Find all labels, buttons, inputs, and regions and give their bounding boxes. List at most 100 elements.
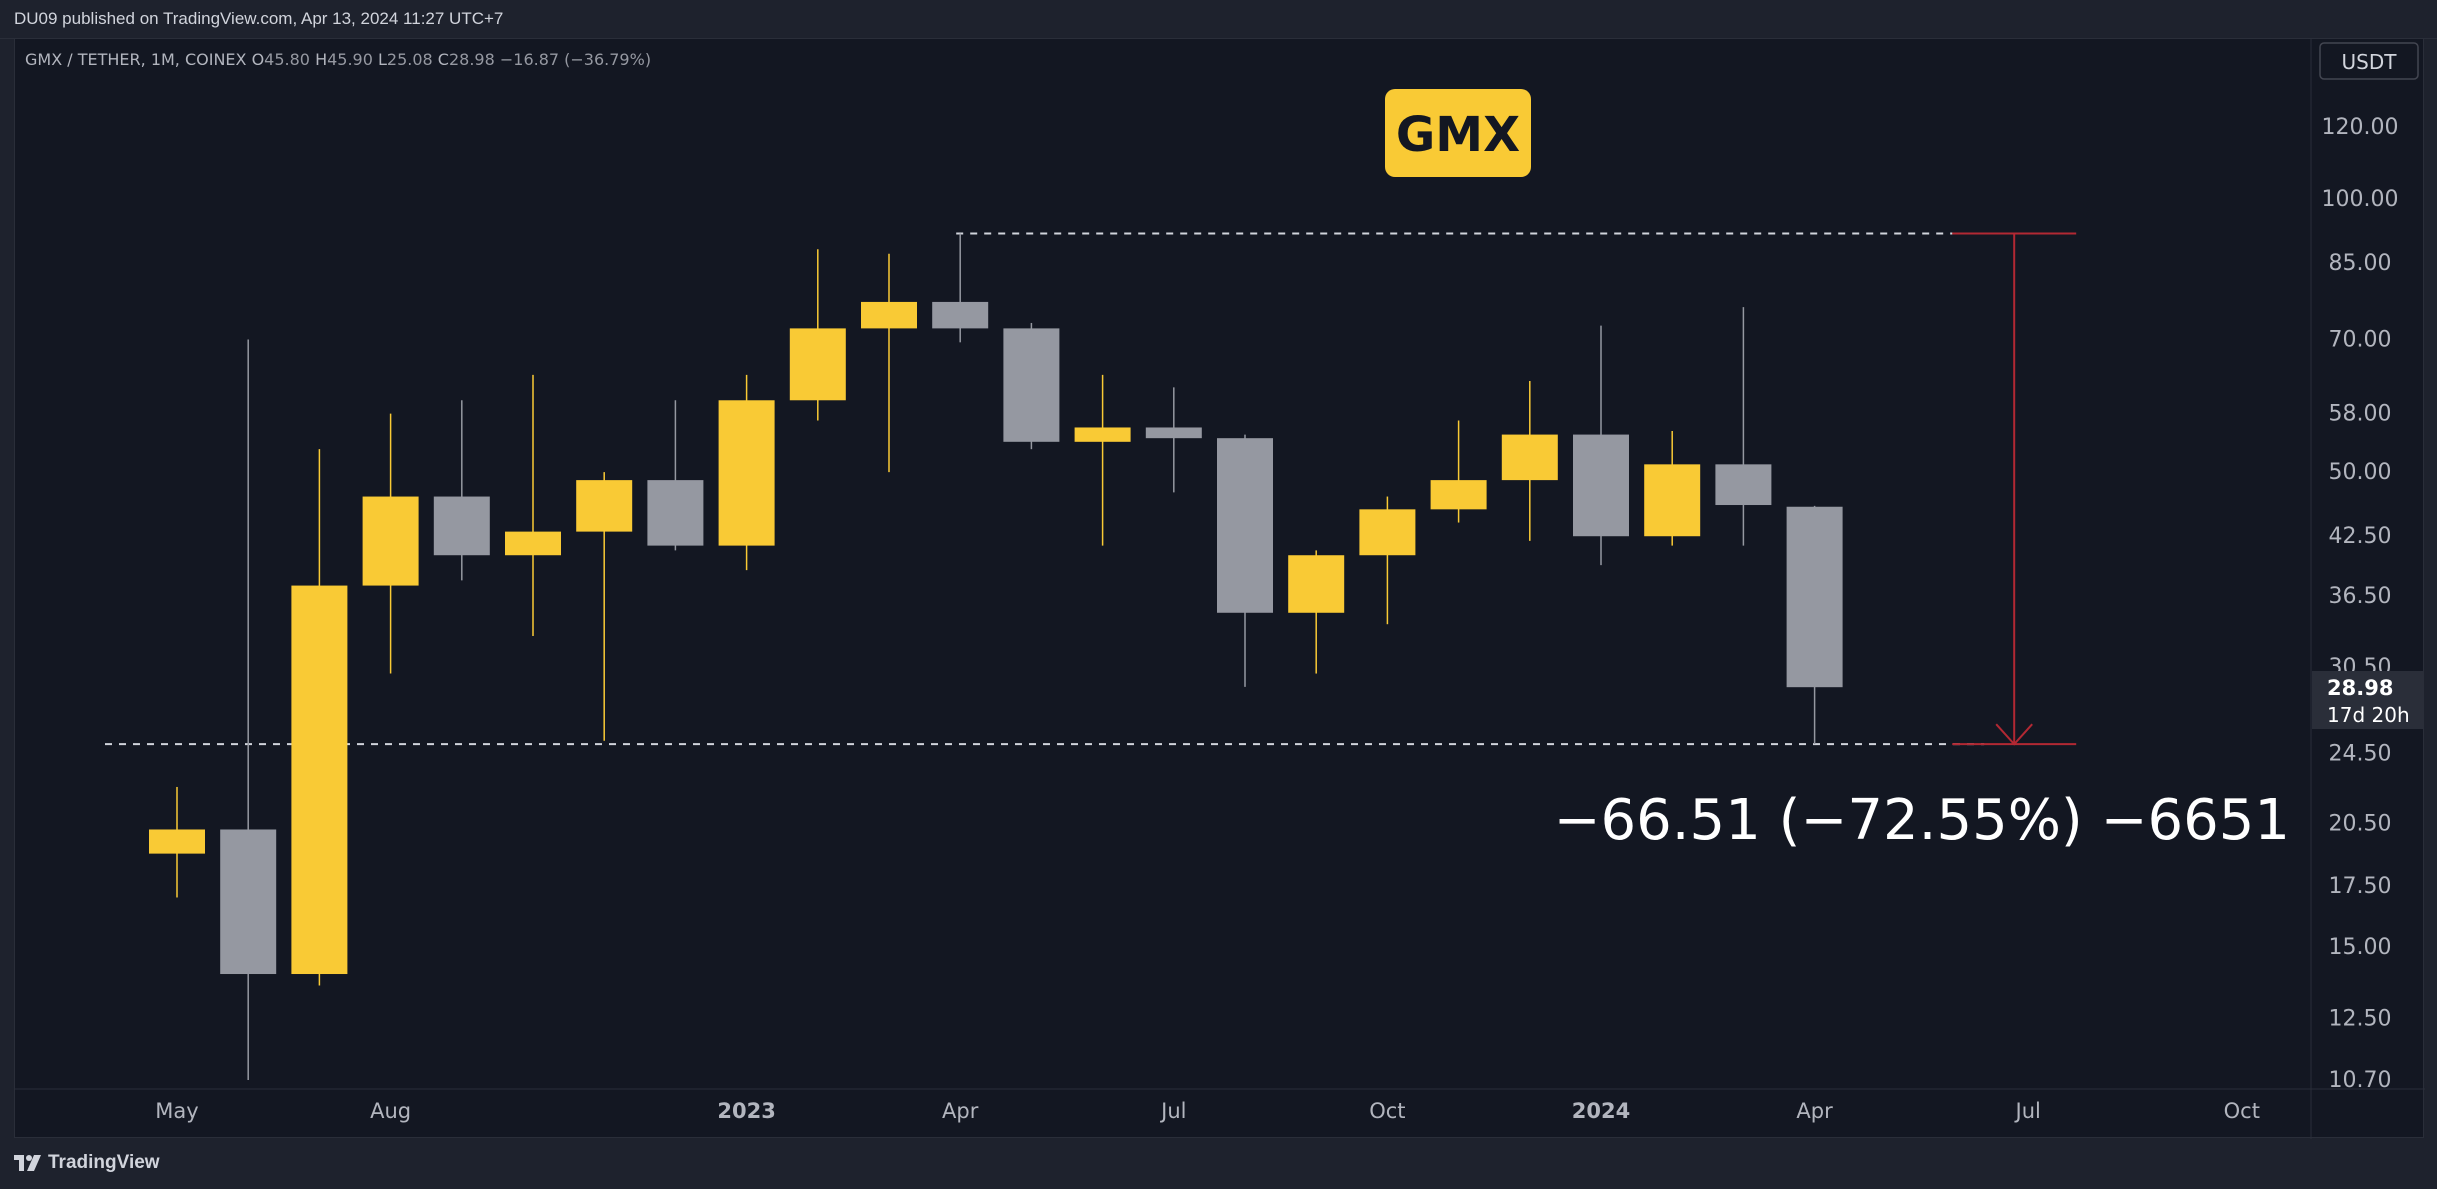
candle-body[interactable] [576, 480, 633, 532]
candle[interactable] [1715, 307, 1772, 546]
symbol-info-part: L [378, 50, 387, 69]
publish-header: DU09 published on TradingView.com, Apr 1… [0, 0, 2437, 39]
bar-countdown: 17d 20h [2327, 703, 2410, 727]
symbol-info-part: 45.90 [327, 50, 378, 69]
price-tick-label: 36.50 [2329, 584, 2392, 609]
candle[interactable] [861, 253, 917, 473]
candle[interactable] [1501, 381, 1558, 541]
candle[interactable] [220, 339, 277, 1080]
symbol-info-part: 25.08 [387, 50, 438, 69]
candle[interactable] [1644, 431, 1701, 546]
time-tick-label: Jul [2014, 1099, 2041, 1123]
symbol-info-part: O [252, 50, 265, 69]
candle[interactable] [1430, 420, 1487, 523]
candle[interactable] [1145, 387, 1202, 493]
candle-body[interactable] [1786, 506, 1843, 688]
symbol-info-part: GMX / TETHER, 1M, COINEX [25, 50, 252, 69]
candle[interactable] [362, 413, 419, 674]
time-tick-label: Jul [1159, 1099, 1186, 1123]
time-tick-label: Apr [942, 1099, 979, 1123]
ticker-badge[interactable] [1385, 89, 1531, 177]
candle-body[interactable] [433, 496, 490, 556]
candle-body[interactable] [932, 301, 989, 329]
candle-body[interactable] [1288, 555, 1345, 613]
candlestick-chart[interactable]: 120.00 100.00 85.00 70.00 58.00 50.00 42.50 36.… [15, 39, 2425, 1139]
tradingview-brand[interactable]: TradingView [48, 1152, 160, 1173]
candle[interactable] [1786, 505, 1843, 745]
candle[interactable] [718, 374, 775, 571]
candle[interactable] [505, 374, 561, 636]
tradingview-logo-icon[interactable] [14, 1152, 48, 1174]
candle-body[interactable] [1359, 509, 1416, 556]
price-tick-label: 120.00 [2322, 115, 2399, 140]
measure-arrow-head[interactable] [1995, 723, 2033, 746]
candle-body[interactable] [861, 301, 917, 329]
candle[interactable] [1573, 325, 1629, 566]
candle-body[interactable] [149, 829, 205, 854]
price-tick-label: 58.00 [2329, 402, 2392, 427]
measurement-label: −66.51 (−72.55%) −6651 [1554, 788, 2290, 853]
time-tick-label: Apr [1796, 1099, 1833, 1123]
candle[interactable] [1217, 434, 1273, 687]
price-tick-label: 85.00 [2329, 251, 2392, 276]
time-tick-label: Oct [2224, 1099, 2260, 1123]
candle-body[interactable] [1501, 434, 1558, 481]
candle-body[interactable] [1644, 464, 1701, 537]
candle-body[interactable] [789, 328, 846, 401]
candle-body[interactable] [1217, 438, 1273, 613]
price-tick-label: 17.50 [2329, 874, 2392, 899]
symbol-info-part: C [438, 50, 449, 69]
symbol-info-line: GMX / TETHER, 1M, COINEX O45.80 H45.90 L… [25, 50, 651, 69]
chart-frame[interactable]: 120.00 100.00 85.00 70.00 58.00 50.00 42.50 36.… [14, 38, 2425, 1139]
time-tick-label: Oct [1369, 1099, 1405, 1123]
candle-body[interactable] [362, 496, 419, 586]
price-tick-label: 42.50 [2329, 524, 2392, 549]
footer: TradingView [0, 1139, 2437, 1189]
symbol-info-part: −16.87 (−36.79%) [500, 50, 651, 69]
candle-body[interactable] [291, 585, 348, 975]
time-tick-label: 2023 [717, 1099, 775, 1123]
candle[interactable] [291, 449, 348, 986]
ticker-badge-label: GMX [1396, 107, 1520, 163]
time-tick-label: May [155, 1099, 198, 1123]
annotation-layer [105, 232, 2077, 746]
candle-body[interactable] [505, 531, 561, 556]
candle[interactable] [1288, 550, 1345, 674]
time-tick-label: 2024 [1572, 1099, 1630, 1123]
candle[interactable] [433, 400, 490, 581]
candles-layer [149, 233, 1843, 1080]
candle[interactable] [149, 786, 205, 898]
candle-body[interactable] [1715, 464, 1772, 506]
last-price-value: 28.98 [2327, 676, 2393, 700]
candle-body[interactable] [220, 829, 277, 975]
candle-body[interactable] [1573, 434, 1629, 537]
price-tick-label: 50.00 [2329, 460, 2392, 485]
candle-body[interactable] [1003, 328, 1060, 442]
price-tick-label: 15.00 [2329, 935, 2392, 960]
time-tick-label: Aug [370, 1099, 411, 1123]
price-axis: 120.00 100.00 85.00 70.00 58.00 50.00 42.50 36.… [2310, 39, 2399, 1139]
candle[interactable] [1003, 322, 1060, 450]
symbol-info-part: 28.98 [449, 50, 500, 69]
price-tick-label: 100.00 [2322, 187, 2399, 212]
candle-body[interactable] [1074, 427, 1131, 442]
candle-body[interactable] [1145, 427, 1202, 439]
candle[interactable] [1359, 496, 1416, 625]
overlay-layer: −66.51 (−72.55%) −6651 GMX GMX / TETHER, 1… [25, 42, 2424, 853]
candle-body[interactable] [718, 400, 775, 546]
candle[interactable] [576, 472, 633, 741]
price-tick-label: 20.50 [2329, 812, 2392, 837]
price-tick-label: 12.50 [2329, 1007, 2392, 1032]
candle[interactable] [1074, 374, 1131, 546]
candle[interactable] [789, 249, 846, 421]
candle[interactable] [647, 400, 704, 551]
currency-button-label[interactable]: USDT [2342, 50, 2398, 74]
symbol-info-part: H [315, 50, 327, 69]
price-tick-label: 24.50 [2329, 741, 2392, 766]
candle-body[interactable] [647, 480, 704, 546]
last-price-label [2312, 671, 2424, 729]
currency-button[interactable] [2319, 42, 2419, 80]
candle[interactable] [932, 233, 989, 343]
symbol-info-part: 45.80 [264, 50, 315, 69]
candle-body[interactable] [1430, 480, 1487, 510]
